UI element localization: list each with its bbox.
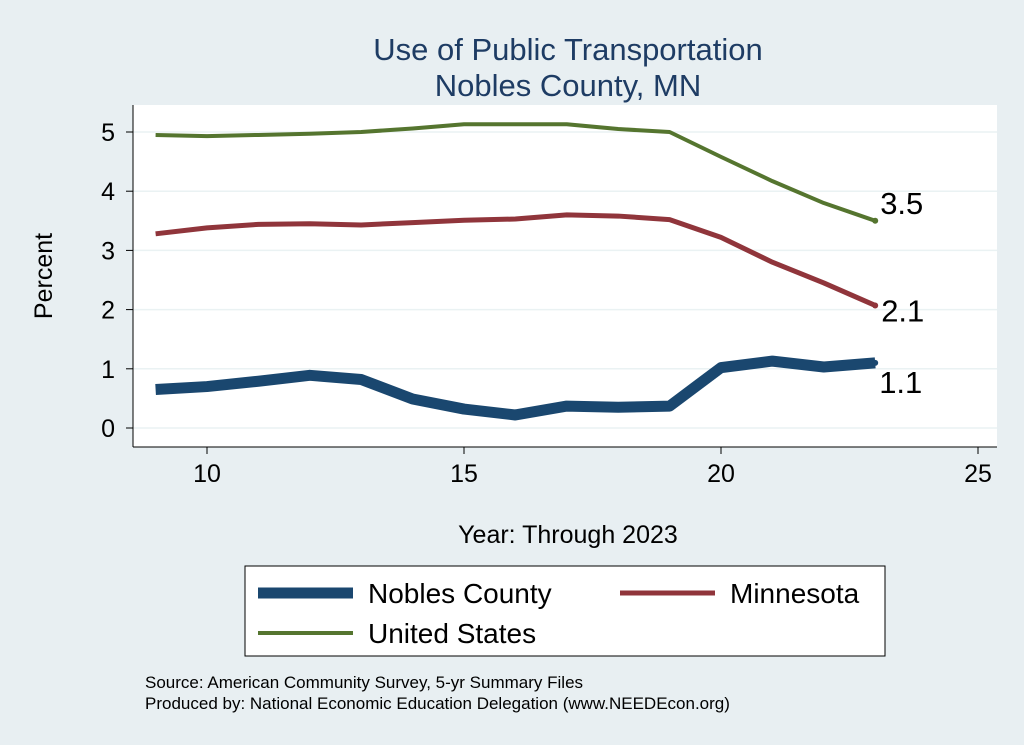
series-line-nobles-county bbox=[155, 355, 876, 421]
legend bbox=[244, 565, 886, 657]
chart-subtitle: Nobles County, MN bbox=[435, 68, 701, 103]
end-point-united-states bbox=[872, 217, 879, 224]
legend-label-minnesota: Minnesota bbox=[730, 578, 860, 609]
x-tick-label: 15 bbox=[450, 460, 478, 488]
legend-label-united-states: United States bbox=[368, 618, 536, 649]
y-tick-label: 5 bbox=[101, 119, 115, 147]
end-point-minnesota bbox=[872, 302, 879, 309]
series-line-minnesota bbox=[155, 212, 877, 308]
end-label-minnesota: 2.1 bbox=[881, 293, 924, 328]
y-tick-label: 0 bbox=[101, 415, 115, 443]
y-tick-label: 1 bbox=[101, 356, 115, 384]
x-tick-label: 20 bbox=[707, 460, 735, 488]
end-label-nobles-county: 1.1 bbox=[879, 365, 922, 400]
y-tick-label: 4 bbox=[101, 178, 115, 206]
plot-area bbox=[133, 105, 997, 447]
x-axis-label: Year: Through 2023 bbox=[458, 521, 678, 549]
x-tick-label: 10 bbox=[193, 460, 221, 488]
chart-title: Use of Public Transportation bbox=[373, 32, 762, 67]
producer-note: Produced by: National Economic Education… bbox=[145, 694, 730, 713]
series-line-united-states bbox=[155, 122, 876, 223]
y-tick-label: 2 bbox=[101, 297, 115, 325]
legend-label-nobles-county: Nobles County bbox=[368, 578, 552, 609]
y-tick-label: 3 bbox=[101, 237, 115, 265]
end-point-nobles-county bbox=[872, 359, 879, 366]
end-label-united-states: 3.5 bbox=[880, 186, 923, 221]
y-axis-label: Percent bbox=[30, 233, 58, 319]
x-tick-label: 25 bbox=[964, 460, 992, 488]
source-note: Source: American Community Survey, 5-yr … bbox=[145, 673, 583, 692]
